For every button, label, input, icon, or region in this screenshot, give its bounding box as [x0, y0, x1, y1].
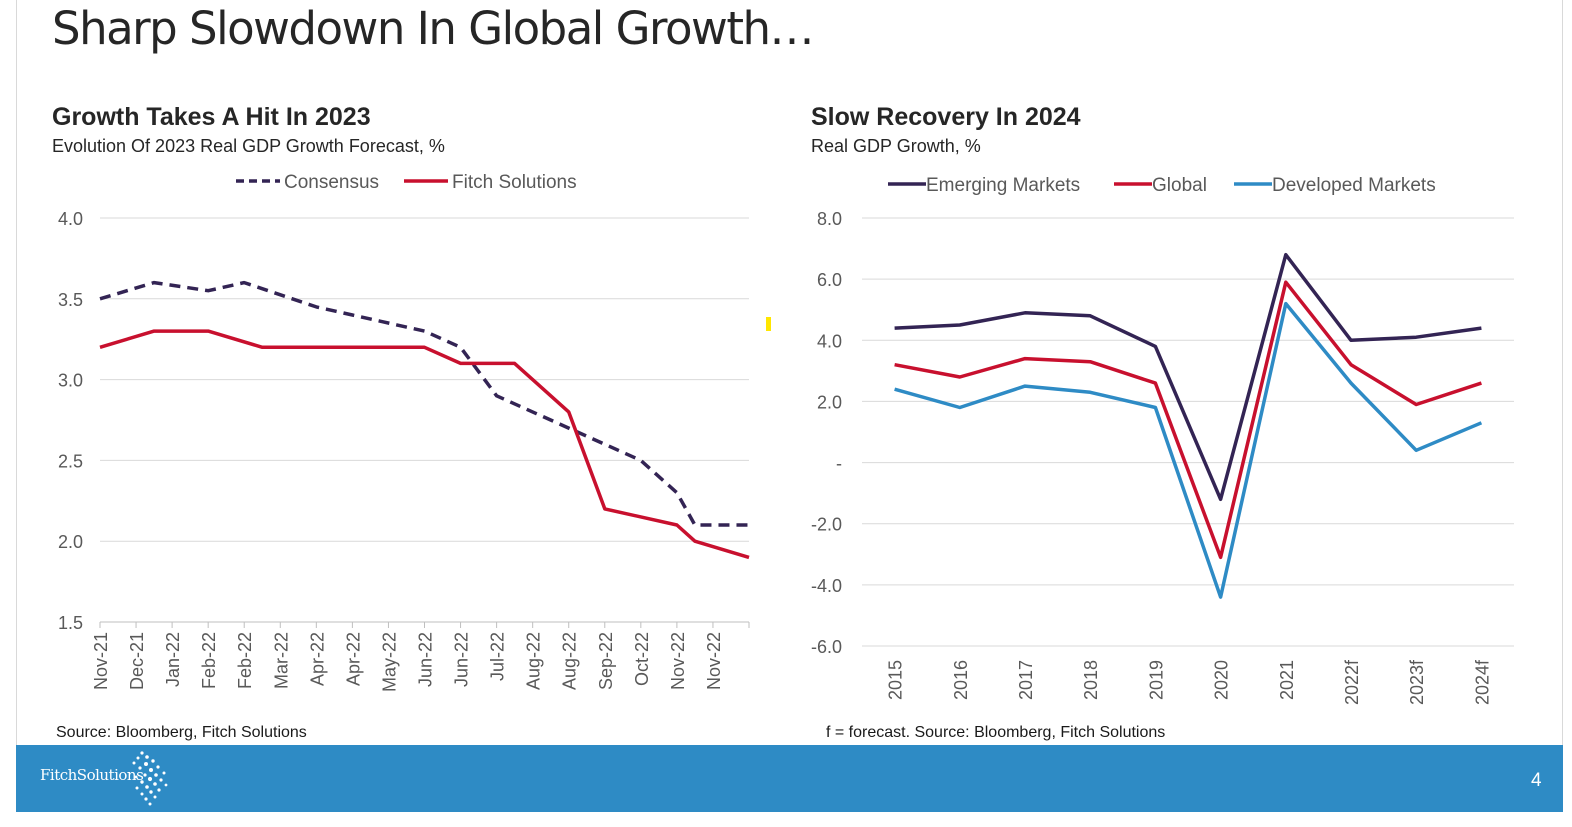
page-number: 4 [1531, 770, 1542, 791]
legend-label: Developed Markets [1272, 175, 1436, 196]
x-tick-label: 2015 [886, 660, 906, 700]
x-tick-label: 2017 [1016, 660, 1036, 700]
x-tick-label: Dec-21 [127, 632, 147, 690]
x-tick-label: Sep-22 [596, 632, 616, 690]
series-line-developed-markets [894, 301, 1483, 599]
series-line-emerging-markets [894, 252, 1482, 502]
x-tick-label: Feb-22 [199, 632, 219, 689]
footer-bar: FitchSolutions 4 [16, 745, 1563, 812]
y-tick-label: 2.5 [58, 451, 83, 471]
x-tick-label: 2024f [1472, 659, 1492, 705]
series-line-consensus [99, 280, 749, 527]
x-tick-label: 2019 [1146, 660, 1166, 700]
left-chart-subtitle: Evolution Of 2023 Real GDP Growth Foreca… [52, 136, 445, 156]
legend-label: Global [1152, 175, 1207, 196]
y-tick-label: -6.0 [811, 637, 842, 657]
x-tick-label: 2018 [1081, 660, 1101, 700]
y-tick-label: 8.0 [817, 209, 842, 229]
x-tick-label: Jul-22 [488, 632, 508, 681]
left-chart-source: Source: Bloomberg, Fitch Solutions [56, 724, 307, 741]
fitch-starburst-icon [132, 751, 168, 806]
right-chart-title: Slow Recovery In 2024 [811, 103, 1081, 131]
y-tick-label: -4.0 [811, 576, 842, 596]
x-tick-label: Jan-22 [163, 632, 183, 687]
y-tick-label: 2.0 [817, 392, 842, 412]
x-tick-label: 2021 [1277, 660, 1297, 700]
x-tick-label: May-22 [379, 632, 399, 692]
x-tick-label: Aug-22 [524, 632, 544, 690]
x-tick-label: Mar-22 [271, 632, 291, 689]
x-tick-label: Nov-22 [668, 632, 688, 690]
highlight-marker [766, 317, 771, 331]
y-tick-label: 3.5 [58, 290, 83, 310]
y-tick-label: 6.0 [817, 270, 842, 290]
x-tick-label: Oct-22 [632, 632, 652, 686]
x-tick-label: Nov-22 [704, 632, 724, 690]
y-tick-label: 4.0 [817, 331, 842, 351]
x-tick-label: Feb-22 [235, 632, 255, 689]
y-tick-label: 4.0 [58, 209, 83, 229]
x-tick-label: Aug-22 [560, 632, 580, 690]
slide-title: Sharp Slowdown In Global Growth… [52, 2, 815, 55]
legend-label: Emerging Markets [926, 175, 1080, 196]
y-tick-label: 2.0 [58, 532, 83, 552]
series-line-fitch-solutions [99, 329, 750, 560]
slide-frame-left [16, 0, 17, 812]
right-chart-source: f = forecast. Source: Bloomberg, Fitch S… [826, 724, 1166, 741]
left-chart-title: Growth Takes A Hit In 2023 [52, 103, 371, 131]
y-tick-label: -2.0 [811, 515, 842, 535]
legend-label: Fitch Solutions [452, 172, 577, 193]
x-tick-label: 2020 [1212, 660, 1232, 700]
fitch-logo-text: FitchSolutions [40, 766, 144, 784]
y-tick-label: 1.5 [58, 613, 83, 633]
x-tick-label: 2022f [1342, 659, 1362, 705]
x-tick-label: Apr-22 [343, 632, 363, 686]
x-tick-label: 2016 [951, 660, 971, 700]
x-tick-label: Jun-22 [452, 632, 472, 687]
series-line-global [894, 280, 1482, 560]
y-tick-label: - [836, 454, 842, 474]
slide-frame-right [1562, 0, 1563, 745]
left-line-chart: 1.5 2.0 2.5 3.0 3.5 4.0 Nov-21 Dec-21 Jan-22 Feb-… [58, 172, 750, 692]
right-chart-subtitle: Real GDP Growth, % [811, 136, 981, 156]
x-tick-label: Apr-22 [307, 632, 327, 686]
legend-label: Consensus [284, 172, 379, 193]
y-tick-label: 3.0 [58, 371, 83, 391]
x-tick-label: Nov-21 [91, 632, 111, 690]
x-tick-label: 2023f [1407, 659, 1427, 705]
x-tick-label: Jun-22 [416, 632, 436, 687]
